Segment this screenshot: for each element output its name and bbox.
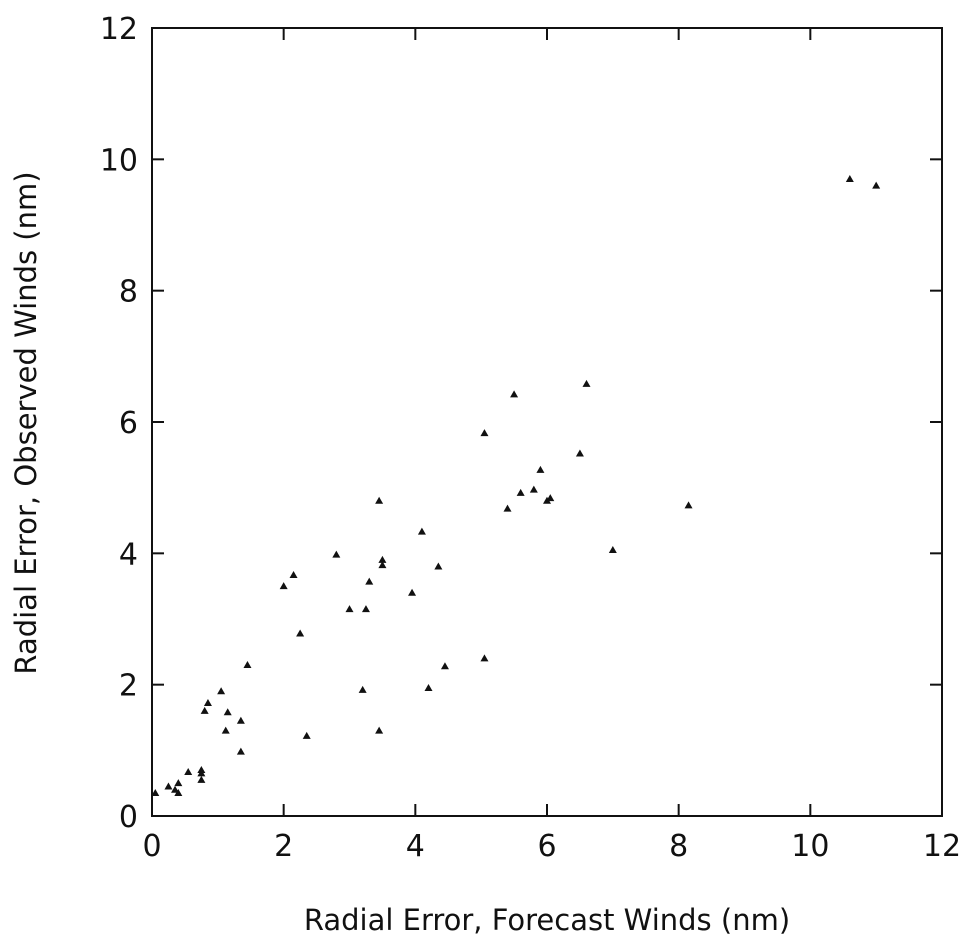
data-point <box>480 654 489 662</box>
data-point <box>174 789 183 797</box>
data-point <box>375 726 384 734</box>
y-tick-labels: 0 2 4 6 8 10 12 <box>100 12 138 835</box>
x-tick-labels: 0 2 4 6 8 10 12 <box>142 829 961 864</box>
data-point <box>151 789 160 797</box>
y-tick-label: 0 <box>119 800 138 835</box>
data-point <box>608 546 617 554</box>
data-point <box>417 527 426 535</box>
data-point <box>424 683 433 691</box>
y-tick-label: 6 <box>119 406 138 441</box>
x-tick-label: 12 <box>923 829 961 864</box>
data-point <box>203 699 212 707</box>
data-point <box>289 571 298 579</box>
data-point <box>197 775 206 783</box>
y-tick-label: 8 <box>119 275 138 310</box>
data-point <box>236 747 245 755</box>
data-point <box>358 685 367 693</box>
data-point <box>361 605 370 613</box>
data-point <box>378 561 387 569</box>
data-point <box>184 768 193 776</box>
data-point <box>279 582 288 590</box>
data-point <box>480 429 489 437</box>
data-point <box>296 629 305 637</box>
data-point <box>503 504 512 512</box>
data-point <box>408 588 417 596</box>
data-point <box>200 706 209 714</box>
x-tick-label: 6 <box>537 829 556 864</box>
data-point <box>365 577 374 585</box>
data-point <box>845 175 854 183</box>
x-tick-label: 0 <box>142 829 161 864</box>
x-tick-label: 10 <box>791 829 829 864</box>
data-point <box>243 660 252 668</box>
data-point <box>236 716 245 724</box>
x-tick-label: 8 <box>669 829 688 864</box>
data-point <box>434 562 443 570</box>
data-points <box>151 175 881 797</box>
y-tick-label: 12 <box>100 12 138 47</box>
data-point <box>171 785 180 793</box>
data-point <box>529 485 538 493</box>
plot-frame <box>151 27 943 817</box>
data-point <box>164 782 173 790</box>
axis-ticks <box>151 27 943 817</box>
data-point <box>582 379 591 387</box>
data-point <box>440 662 449 670</box>
x-axis-label: Radial Error, Forecast Winds (nm) <box>304 903 790 937</box>
y-axis-label: Radial Error, Observed Winds (nm) <box>9 171 43 674</box>
data-point <box>174 779 183 787</box>
data-point <box>221 726 230 734</box>
data-point <box>345 605 354 613</box>
y-tick-label: 2 <box>119 669 138 704</box>
data-point <box>375 496 384 504</box>
data-point <box>510 390 519 398</box>
data-point <box>302 731 311 739</box>
data-point <box>378 555 387 563</box>
data-point <box>536 465 545 473</box>
data-point <box>516 488 525 496</box>
data-point <box>197 769 206 777</box>
data-point <box>217 687 226 695</box>
data-point <box>684 501 693 509</box>
data-point <box>575 449 584 457</box>
data-point <box>546 494 555 502</box>
data-point <box>872 181 881 189</box>
data-point <box>223 708 232 716</box>
x-tick-label: 4 <box>406 829 425 864</box>
x-tick-label: 2 <box>274 829 293 864</box>
data-point <box>332 550 341 558</box>
y-tick-label: 4 <box>119 537 138 572</box>
y-tick-label: 10 <box>100 143 138 178</box>
plot-area-border <box>151 27 943 817</box>
